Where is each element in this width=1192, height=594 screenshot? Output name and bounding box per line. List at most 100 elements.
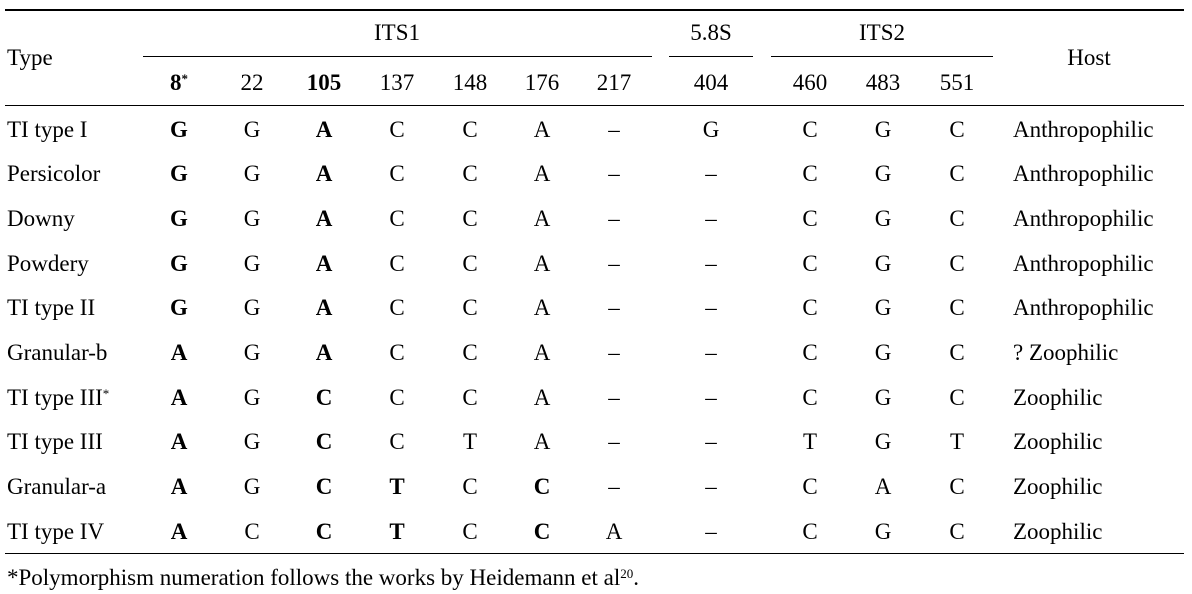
- row-type: TI type IV: [7, 519, 104, 545]
- nucleotide-cell: A: [315, 161, 333, 186]
- nucleotide-cell: –: [705, 474, 717, 499]
- position-header: 404: [694, 70, 729, 96]
- nucleotide-cell: C: [949, 519, 965, 544]
- footnote: *Polymorphism numeration follows the wor…: [7, 565, 639, 591]
- nucleotide-cell: C: [802, 117, 818, 142]
- host-column-header: Host: [1067, 45, 1111, 70]
- position-header-label: 8: [170, 70, 182, 95]
- nucleotide-cell: C: [533, 474, 551, 499]
- nucleotide-cell: C: [389, 340, 405, 365]
- row-type: Powdery: [7, 251, 89, 277]
- row-host: Zoophilic: [1013, 474, 1103, 499]
- nucleotide-cell: G: [702, 117, 720, 142]
- nucleotide-cell: G: [874, 295, 892, 320]
- row-type-label: TI type II: [7, 295, 96, 320]
- nucleotide-cell: C: [802, 295, 818, 320]
- nucleotide-cell: C: [802, 251, 818, 276]
- nucleotide-cell: G: [243, 340, 261, 365]
- nucleotide-cell: C: [462, 161, 478, 186]
- nucleotide-cell: –: [608, 117, 620, 142]
- nucleotide-cell: –: [705, 251, 717, 276]
- footnote-end: .: [633, 565, 639, 590]
- footnote-text: *Polymorphism numeration follows the wor…: [7, 565, 621, 590]
- nucleotide-cell: –: [705, 161, 717, 186]
- position-header-label: 22: [240, 70, 264, 95]
- position-header-label: 404: [693, 70, 729, 95]
- nucleotide-cell: G: [243, 161, 261, 186]
- nucleotide-cell: C: [462, 519, 478, 544]
- footnote-ref: 20: [620, 566, 634, 581]
- nucleotide-cell: A: [170, 385, 188, 410]
- bottom-rule: [5, 553, 1184, 554]
- position-header: 217: [597, 70, 632, 96]
- row-type: TI type III*: [7, 385, 109, 411]
- nucleotide-cell: G: [874, 251, 892, 276]
- nucleotide-cell: G: [243, 385, 261, 410]
- nucleotide-cell: C: [802, 519, 818, 544]
- nucleotide-cell: A: [533, 429, 551, 454]
- nucleotide-cell: T: [389, 474, 405, 499]
- nucleotide-cell: C: [802, 206, 818, 231]
- nucleotide-cell: C: [462, 385, 478, 410]
- position-header-note: *: [181, 71, 189, 86]
- position-header-label: 551: [939, 70, 975, 95]
- row-type-label: Persicolor: [7, 161, 101, 186]
- position-header: 137: [380, 70, 415, 96]
- row-type-label: TI type I: [7, 117, 88, 142]
- nucleotide-cell: G: [243, 251, 261, 276]
- nucleotide-cell: C: [802, 340, 818, 365]
- nucleotide-cell: A: [533, 385, 551, 410]
- row-type-label: TI type IV: [7, 519, 105, 544]
- row-type: Downy: [7, 206, 75, 232]
- row-type-label: Granular-b: [7, 340, 108, 365]
- nucleotide-cell: G: [170, 206, 188, 231]
- nucleotide-cell: C: [949, 161, 965, 186]
- position-header: 460: [793, 70, 828, 96]
- position-header-label: 483: [865, 70, 901, 95]
- group-header-5-8s: 5.8S: [690, 20, 732, 45]
- nucleotide-cell: C: [949, 251, 965, 276]
- position-header: 22: [241, 70, 264, 96]
- nucleotide-cell: C: [315, 474, 333, 499]
- nucleotide-cell: G: [874, 340, 892, 365]
- row-host: Anthropophilic: [1013, 295, 1154, 320]
- row-host: Zoophilic: [1013, 429, 1103, 454]
- nucleotide-cell: A: [170, 340, 188, 365]
- position-header-label: 176: [524, 70, 560, 95]
- nucleotide-cell: A: [170, 429, 188, 454]
- nucleotide-cell: –: [608, 251, 620, 276]
- nucleotide-cell: A: [315, 206, 333, 231]
- nucleotide-cell: A: [170, 519, 188, 544]
- row-type-label: TI type III: [7, 385, 103, 410]
- nucleotide-cell: C: [949, 340, 965, 365]
- nucleotide-cell: –: [608, 206, 620, 231]
- row-type: TI type I: [7, 117, 87, 143]
- nucleotide-cell: A: [533, 295, 551, 320]
- row-type: TI type II: [7, 295, 95, 321]
- nucleotide-cell: T: [802, 429, 818, 454]
- nucleotide-cell: A: [533, 117, 551, 142]
- nucleotide-cell: C: [389, 161, 405, 186]
- nucleotide-cell: A: [874, 474, 892, 499]
- nucleotide-cell: C: [949, 117, 965, 142]
- nucleotide-cell: C: [462, 340, 478, 365]
- nucleotide-cell: –: [705, 206, 717, 231]
- row-type-label: TI type III: [7, 429, 103, 454]
- nucleotide-cell: C: [949, 474, 965, 499]
- nucleotide-cell: A: [605, 519, 623, 544]
- position-header: 176: [525, 70, 560, 96]
- position-header: 551: [940, 70, 975, 96]
- nucleotide-cell: G: [243, 117, 261, 142]
- nucleotide-cell: G: [874, 429, 892, 454]
- nucleotide-cell: A: [170, 474, 188, 499]
- nucleotide-cell: T: [462, 429, 478, 454]
- row-host: ? Zoophilic: [1013, 340, 1119, 365]
- nucleotide-cell: A: [315, 117, 333, 142]
- nucleotide-cell: C: [462, 251, 478, 276]
- nucleotide-cell: C: [389, 251, 405, 276]
- header-bottom-rule: [5, 105, 1184, 106]
- row-type-label: Powdery: [7, 251, 89, 276]
- nucleotide-cell: C: [389, 385, 405, 410]
- nucleotide-cell: –: [705, 429, 717, 454]
- type-column-header: Type: [7, 45, 53, 70]
